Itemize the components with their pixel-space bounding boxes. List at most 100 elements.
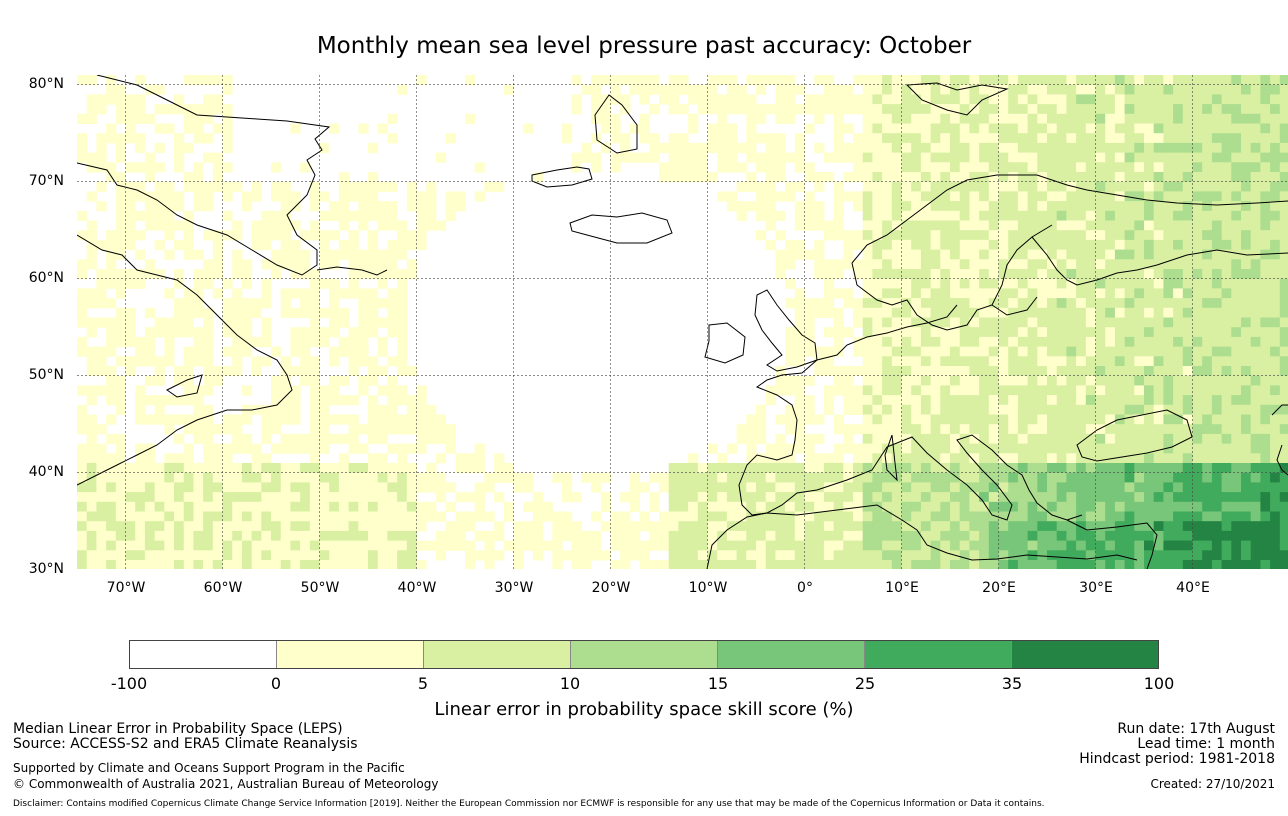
skill-cell [280, 239, 291, 251]
skill-cell [232, 424, 243, 435]
skill-cell [1153, 84, 1164, 95]
skill-cell [1231, 336, 1242, 348]
skill-cell [164, 230, 175, 241]
skill-cell [183, 104, 194, 115]
skill-cell [1056, 210, 1067, 221]
skill-cell [1279, 278, 1288, 289]
skill-cell [203, 472, 214, 483]
skill-cell [901, 298, 912, 309]
skill-cell [1250, 501, 1261, 512]
skill-cell [891, 501, 902, 512]
skill-cell [77, 75, 88, 86]
skill-cell [174, 201, 185, 212]
skill-cell [911, 123, 922, 134]
skill-cell [930, 210, 941, 221]
skill-cell [329, 278, 340, 289]
skill-cell [765, 482, 776, 493]
skill-cell [329, 201, 340, 212]
skill-cell [1085, 511, 1096, 522]
skill-cell [901, 210, 912, 221]
skill-cell [1173, 220, 1184, 231]
skill-cell [746, 123, 757, 134]
skill-cell [377, 220, 388, 231]
skill-cell [1047, 472, 1058, 483]
skill-cell [726, 152, 738, 163]
skill-cell [1231, 75, 1242, 86]
skill-cell [426, 433, 437, 445]
skill-cell [891, 220, 902, 231]
skill-cell [1085, 414, 1096, 425]
skill-cell [115, 307, 126, 318]
skill-cell [1279, 453, 1288, 464]
skill-cell [649, 540, 660, 551]
skill-cell [678, 152, 689, 163]
skill-cell [183, 453, 194, 464]
skill-cell [1173, 191, 1184, 202]
skill-cell [1056, 201, 1067, 212]
skill-cell [338, 346, 350, 357]
skill-cell [1202, 249, 1213, 260]
skill-cell [135, 113, 146, 124]
skill-cell [736, 424, 747, 435]
skill-cell [271, 346, 282, 357]
skill-cell [77, 385, 88, 396]
skill-cell [387, 395, 398, 406]
skill-cell [1144, 210, 1155, 221]
skill-cell [280, 201, 291, 212]
skill-cell [86, 492, 97, 503]
skill-cell [862, 172, 873, 183]
skill-cell [775, 259, 786, 270]
skill-cell [901, 472, 912, 483]
skill-cell [785, 511, 796, 522]
skill-cell [406, 239, 417, 251]
skill-cell [862, 346, 873, 357]
skill-cell [629, 550, 641, 561]
skill-cell [843, 94, 854, 105]
skill-cell [639, 94, 650, 105]
skill-cell [1182, 530, 1193, 542]
skill-cell [756, 463, 767, 474]
skill-cell [426, 220, 437, 231]
skill-cell [882, 123, 893, 134]
skill-cell [1144, 501, 1155, 512]
skill-cell [697, 142, 708, 154]
skill-cell [329, 375, 340, 386]
skill-cell [765, 472, 776, 483]
skill-cell [1085, 395, 1096, 406]
skill-cell [1056, 346, 1067, 357]
skill-cell [891, 104, 902, 115]
skill-cell [183, 550, 194, 561]
skill-cell [1056, 433, 1067, 445]
skill-cell [1047, 269, 1058, 280]
skill-cell [1153, 278, 1164, 289]
skill-cell [309, 327, 320, 338]
skill-cell [251, 239, 262, 251]
skill-cell [1211, 298, 1223, 309]
skill-cell [756, 472, 767, 483]
skill-cell [1153, 511, 1164, 522]
skill-cell [1037, 346, 1048, 357]
skill-cell [1260, 75, 1271, 86]
skill-cell [1173, 482, 1184, 493]
skill-cell [959, 230, 970, 241]
skill-cell [455, 492, 466, 503]
skill-cell [717, 162, 728, 173]
skill-cell [183, 346, 194, 357]
skill-cell [998, 404, 1009, 415]
skill-cell [164, 288, 175, 299]
skill-cell [183, 210, 194, 221]
skill-cell [1027, 336, 1038, 348]
skill-cell [1114, 133, 1126, 144]
skill-cell [1027, 94, 1038, 105]
skill-cell [106, 94, 117, 105]
skill-cell [358, 269, 369, 280]
skill-cell [1105, 307, 1116, 318]
skill-cell [290, 336, 301, 348]
skill-cell [1163, 492, 1174, 503]
skill-cell [979, 385, 990, 396]
skill-cell [1008, 84, 1019, 95]
skill-cell [1241, 75, 1252, 86]
skill-cell [911, 327, 922, 338]
skill-cell [1153, 123, 1164, 134]
skill-cell [562, 133, 573, 144]
